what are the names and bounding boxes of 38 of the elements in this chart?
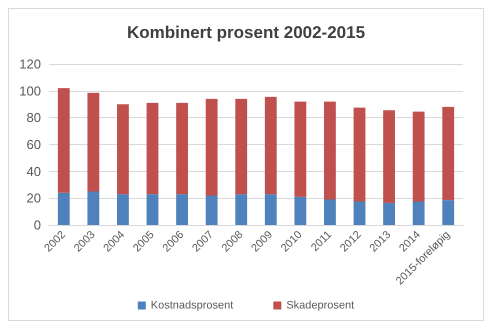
bar: [146, 194, 158, 225]
bar: [412, 112, 425, 202]
bar: [294, 196, 306, 225]
y-tick-label: 20: [26, 190, 41, 206]
bar: [412, 202, 425, 225]
legend-label: Kostnadsprosent: [150, 300, 234, 312]
legend-label: Skadeprosent: [286, 300, 354, 312]
bar: [442, 200, 454, 225]
bar: [383, 202, 395, 225]
bar: [206, 98, 218, 196]
bar: [294, 102, 306, 197]
bar: [206, 195, 218, 225]
bar: [176, 194, 188, 225]
bar: [58, 88, 70, 193]
bar: [117, 104, 129, 194]
bar: [354, 202, 366, 225]
bar: [117, 194, 129, 225]
bar: [146, 102, 158, 194]
y-tick-label: 0: [34, 218, 41, 232]
bar: [87, 92, 100, 192]
y-tick-label: 120: [19, 56, 41, 72]
bar: [235, 194, 248, 225]
bar: [354, 108, 366, 202]
bar: [176, 102, 188, 194]
bar: [383, 110, 395, 203]
y-tick-label: 80: [26, 110, 41, 126]
bar: [264, 194, 277, 225]
bar: [58, 192, 70, 225]
y-tick-label: 60: [26, 137, 41, 152]
y-tick-label: 40: [26, 164, 41, 179]
y-tick-label: 100: [19, 83, 41, 98]
chart-title: Kombinert prosent 2002-2015: [126, 23, 366, 42]
bar: [264, 96, 277, 194]
bar: [324, 102, 336, 200]
bar: [235, 98, 248, 194]
bar: [87, 191, 100, 225]
bar: [442, 106, 454, 200]
bar: [324, 200, 336, 225]
